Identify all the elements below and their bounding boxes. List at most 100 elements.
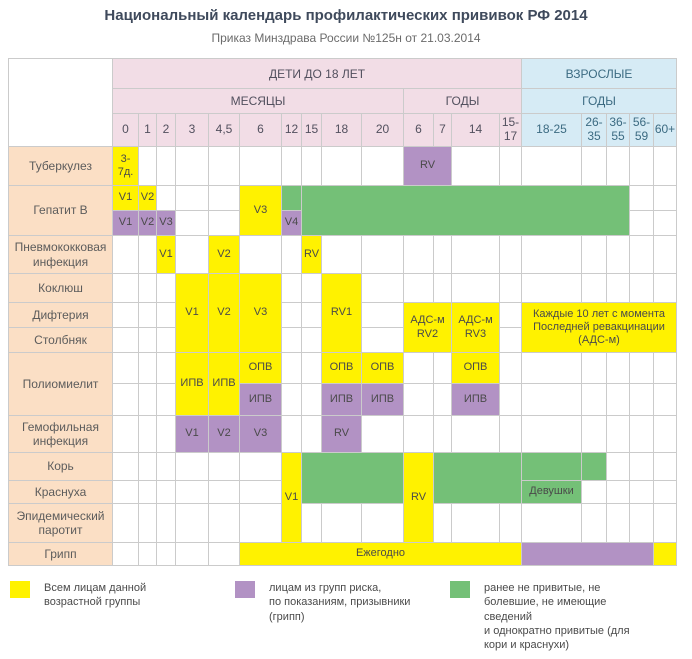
empty-cell: [451, 273, 500, 303]
vaccine-cell: ОПВ: [321, 352, 362, 384]
empty-cell: [451, 235, 500, 274]
page-subtitle: Приказ Минздрава России №125н от 21.03.2…: [211, 31, 481, 45]
age-col-header-year: 7: [433, 113, 452, 147]
table-row: Корь V1 RV: [8, 452, 677, 543]
table-row: ИПВ ИПВ ИПВ ИПВ: [9, 383, 677, 416]
empty-cell: [403, 415, 434, 453]
empty-cell: [239, 235, 282, 274]
table-row: Полиомиелит ИПВ ИПВ ОПВ ОПВ ОПВ ОПВ: [8, 352, 677, 416]
empty-cell: [281, 235, 302, 274]
empty-cell: [208, 210, 240, 236]
empty-cell: [175, 503, 209, 543]
adult-years-header: ГОДЫ: [521, 88, 677, 114]
empty-cell: [156, 273, 176, 303]
empty-cell: [301, 503, 322, 543]
age-col-header-year: 6: [403, 113, 434, 147]
vaccine-cell: Ежегодно: [239, 542, 522, 566]
empty-cell: [653, 235, 677, 274]
vaccine-cell: АДС-м RV2: [403, 302, 452, 353]
age-col-header-month: 12: [281, 113, 302, 147]
vaccine-cell: V2: [208, 235, 240, 274]
empty-cell: [521, 273, 582, 303]
empty-cell: [156, 542, 176, 566]
vaccine-cell: V1: [175, 273, 209, 353]
empty-cell: [521, 352, 582, 384]
empty-cell: [629, 352, 654, 384]
vaccine-cell: RV: [321, 415, 362, 453]
empty-cell: [581, 146, 607, 186]
age-col-header-month: 4,5: [208, 113, 240, 147]
empty-cell: [521, 503, 582, 543]
vaccine-cell: RV: [403, 146, 452, 186]
empty-cell: [521, 415, 582, 453]
empty-cell: [403, 383, 434, 416]
vaccine-cell: V2: [138, 210, 157, 236]
empty-cell: [499, 327, 522, 353]
empty-cell: [175, 542, 209, 566]
age-col-header-adult: 60+: [653, 113, 677, 147]
empty-cell: [433, 235, 452, 274]
empty-cell: [499, 352, 522, 384]
age-col-header-month: 0: [112, 113, 139, 147]
empty-cell: [629, 415, 654, 453]
age-col-header-month: 15: [301, 113, 322, 147]
empty-cell: [606, 503, 630, 543]
empty-cell: [581, 503, 607, 543]
empty-cell: [138, 273, 157, 303]
age-col-header-year: 15-17: [499, 113, 522, 147]
empty-cell: [629, 146, 654, 186]
empty-cell: [112, 273, 139, 303]
empty-cell: [208, 452, 240, 481]
empty-cell: [433, 273, 452, 303]
empty-cell: [403, 352, 434, 384]
legend-item: ранее не привитые, не болевшие, не имеющ…: [450, 581, 692, 652]
vaccine-cell: ИПВ: [321, 383, 362, 416]
vaccine-cell: ИПВ: [361, 383, 404, 416]
empty-cell: [581, 480, 607, 504]
vaccine-cell: [653, 542, 677, 566]
empty-cell: [629, 452, 654, 481]
table-row: Гепатит В V1 V2 V3: [8, 185, 677, 236]
empty-cell: [606, 235, 630, 274]
header-row-ages: 0 1 2 3 4,5 6 12 15 18 20 6 7 14 15-17 18-25 26-35 36-55…: [9, 113, 677, 147]
empty-cell: [156, 415, 176, 453]
empty-cell: [175, 185, 209, 211]
empty-cell: [499, 503, 522, 543]
age-col-header-month: 1: [138, 113, 157, 147]
empty-cell: [653, 146, 677, 186]
empty-cell: [175, 452, 209, 481]
empty-cell: [521, 235, 582, 274]
empty-cell: [629, 273, 654, 303]
empty-cell: [606, 273, 630, 303]
adults-header: ВЗРОСЛЫЕ: [521, 58, 677, 89]
row-label: Полиомиелит: [8, 352, 113, 416]
table-row: Гемофильная инфекция V1 V2 V3 RV: [8, 415, 677, 453]
empty-cell: [433, 503, 452, 543]
table-row: Грипп Ежегодно: [8, 542, 677, 566]
vaccination-calendar-table: ДЕТИ ДО 18 ЛЕТ ВЗРОСЛЫЕ МЕСЯЦЫ ГОДЫ ГОДЫ 0 1 2 3…: [8, 58, 677, 566]
table-row: Пневмококковая инфекция V1 V2 RV: [8, 235, 677, 274]
empty-cell: [156, 383, 176, 416]
empty-cell: [361, 415, 404, 453]
empty-cell: [112, 383, 139, 416]
empty-cell: [112, 415, 139, 453]
empty-cell: [653, 415, 677, 453]
vaccine-cell: ИПВ: [175, 352, 209, 416]
empty-cell: [433, 352, 452, 384]
empty-cell: [581, 352, 607, 384]
empty-cell: [281, 415, 302, 453]
empty-cell: [208, 146, 240, 186]
empty-cell: [499, 415, 522, 453]
vaccine-cell: V1: [175, 415, 209, 453]
vaccine-cell: 3-7д.: [112, 146, 139, 186]
vaccine-cell: [301, 452, 404, 504]
empty-cell: [653, 503, 677, 543]
empty-cell: [499, 235, 522, 274]
empty-cell: [281, 352, 302, 384]
legend-swatch-green: [450, 581, 470, 598]
empty-cell: [361, 503, 404, 543]
empty-cell: [208, 503, 240, 543]
children-header: ДЕТИ ДО 18 ЛЕТ: [112, 58, 522, 89]
empty-cell: [138, 352, 157, 384]
empty-cell: [433, 383, 452, 416]
